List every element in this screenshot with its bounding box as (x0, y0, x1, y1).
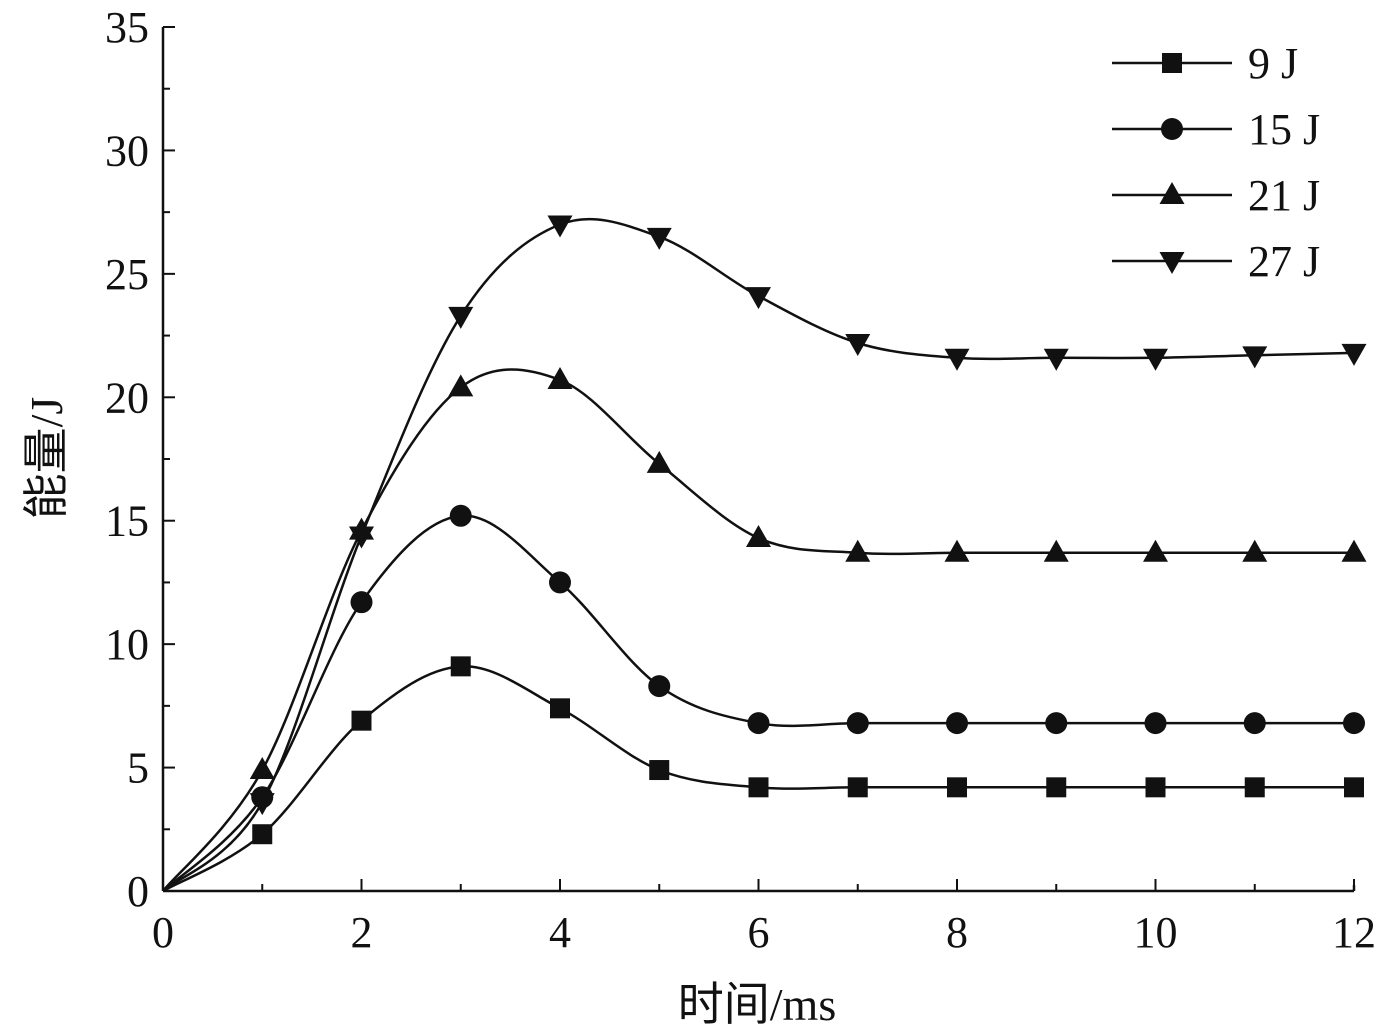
legend-item: 9 J (1112, 39, 1298, 88)
y-axis-title: 能量/J (21, 397, 72, 520)
data-point (944, 348, 970, 371)
series-2 (162, 504, 1365, 892)
data-point (448, 306, 474, 329)
data-point (450, 656, 471, 677)
series-line (162, 217, 1355, 892)
data-point (846, 712, 869, 735)
series-layer (162, 215, 1367, 893)
data-point (1043, 539, 1069, 562)
series-4 (162, 215, 1367, 892)
y-tick-label: 35 (105, 3, 149, 52)
data-point (1242, 539, 1268, 562)
data-point (1243, 712, 1266, 735)
y-tick-label: 30 (105, 126, 149, 175)
data-point (944, 539, 970, 562)
x-tick-label: 10 (1134, 908, 1178, 957)
data-point (1045, 712, 1068, 735)
data-point (549, 571, 571, 594)
legend-item: 21 J (1112, 171, 1320, 220)
data-point (550, 698, 570, 719)
series-1 (162, 656, 1364, 893)
data-point (252, 824, 273, 845)
data-point (646, 450, 672, 473)
data-point (747, 712, 770, 735)
x-tick-label: 0 (152, 908, 174, 957)
data-point (646, 227, 672, 250)
data-point (946, 712, 968, 735)
data-point (249, 757, 275, 780)
x-axis-title: 时间/ms (678, 979, 836, 1030)
series-line (162, 368, 1354, 892)
legend-marker (1161, 118, 1183, 140)
data-point (1344, 777, 1364, 798)
data-point (547, 215, 573, 238)
legend-label: 21 J (1248, 171, 1320, 220)
data-point (1046, 777, 1067, 798)
data-point (746, 287, 771, 310)
y-tick-label: 15 (105, 497, 149, 546)
data-point (1043, 348, 1069, 371)
data-point (648, 675, 671, 698)
data-point (448, 374, 474, 397)
legend-label: 9 J (1248, 39, 1298, 88)
x-tick-label: 2 (351, 908, 373, 957)
x-tick-label: 12 (1332, 908, 1376, 957)
data-point (1144, 712, 1167, 735)
data-point (349, 526, 374, 549)
data-point (1242, 346, 1268, 369)
data-point (746, 524, 771, 547)
legend: 9 J 15 J 21 J 27 J (1112, 39, 1320, 286)
data-point (847, 777, 868, 798)
data-point (351, 710, 372, 731)
x-tick-label: 8 (946, 908, 968, 957)
data-point (1143, 539, 1168, 562)
series-3 (162, 367, 1367, 892)
legend-item: 27 J (1112, 237, 1320, 286)
data-point (1341, 539, 1367, 562)
y-tick-label: 10 (105, 620, 149, 669)
data-point (547, 367, 573, 390)
y-tick-label: 20 (105, 373, 149, 422)
y-tick-label: 0 (127, 867, 149, 916)
data-point (845, 333, 871, 356)
data-point (649, 760, 670, 781)
data-point (845, 539, 871, 562)
legend-item: 15 J (1112, 105, 1320, 154)
axes: 0 2 4 6 8 10 12 0 5 10 15 20 25 30 35 (105, 3, 1376, 957)
y-tick-label: 5 (127, 744, 149, 793)
x-tick-label: 4 (549, 908, 571, 957)
series-line (162, 514, 1354, 892)
data-point (1341, 343, 1367, 366)
legend-marker (1159, 252, 1185, 274)
data-point (947, 777, 967, 798)
data-point (1145, 777, 1166, 798)
data-point (449, 504, 472, 527)
x-tick-label: 6 (748, 908, 770, 957)
legend-marker (1162, 53, 1182, 73)
data-point (1244, 777, 1265, 798)
legend-marker (1159, 182, 1185, 204)
y-tick-label: 25 (105, 250, 149, 299)
legend-label: 15 J (1248, 105, 1320, 154)
data-point (350, 591, 373, 614)
legend-label: 27 J (1248, 237, 1320, 286)
data-point (1143, 348, 1168, 371)
data-point (1343, 712, 1365, 735)
data-point (748, 777, 769, 798)
data-point (249, 793, 275, 816)
